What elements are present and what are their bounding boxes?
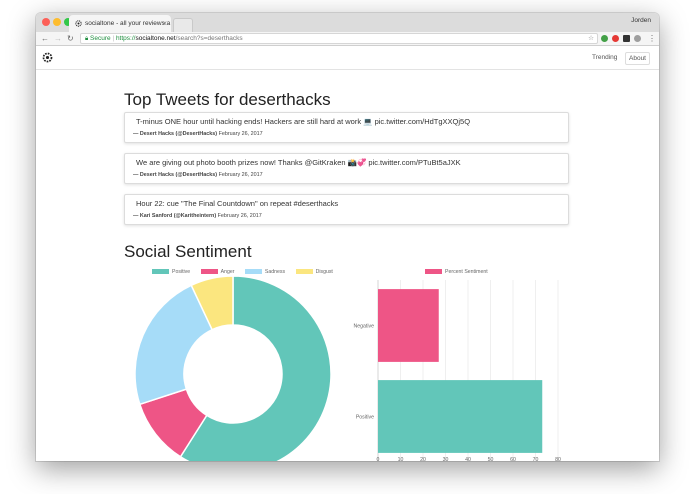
bar-positive[interactable] — [378, 380, 543, 453]
tweet-card: We are giving out photo booth prizes now… — [124, 153, 569, 184]
tweet-card: T-minus ONE hour until hacking ends! Hac… — [124, 112, 569, 143]
doughnut-slice-sadness[interactable] — [134, 284, 214, 406]
x-tick-label: 0 — [377, 457, 380, 461]
maximize-window-dot[interactable] — [64, 18, 72, 26]
bar-legend: Percent Sentiment — [425, 269, 497, 275]
tweet-author[interactable]: — Kari Sanford (@Karitheintern) — [133, 213, 217, 219]
tweet-text: T-minus ONE hour until hacking ends! Hac… — [136, 117, 471, 126]
legend-label: Anger — [220, 269, 235, 275]
x-tick-label: 70 — [533, 457, 539, 461]
x-tick-label: 20 — [420, 457, 426, 461]
tab-title: socialtone - all your reviews a — [85, 20, 171, 27]
tweet-meta: — Kari Sanford (@Karitheintern) February… — [133, 213, 262, 219]
url-path: /search?s=deserthacks — [175, 35, 243, 42]
x-tick-label: 50 — [488, 457, 494, 461]
x-tick-label: 60 — [510, 457, 516, 461]
x-tick-label: 10 — [398, 457, 404, 461]
tweet-author[interactable]: — Desert Hacks (@DesertHacks) — [133, 172, 218, 178]
browser-window: socialtone - all your reviews a × Jorden… — [36, 13, 659, 461]
doughnut-slice-positive[interactable] — [179, 275, 332, 461]
tab-strip: socialtone - all your reviews a × Jorden — [36, 13, 659, 32]
tweet-card: Hour 22: cue "The Final Countdown" on re… — [124, 194, 569, 225]
legend-item[interactable]: Disgust — [295, 269, 333, 275]
doughnut-slice-disgust[interactable] — [190, 275, 234, 331]
close-window-dot[interactable] — [42, 18, 50, 26]
forward-icon[interactable]: → — [54, 34, 62, 43]
doughnut-slice-anger[interactable] — [138, 388, 208, 458]
tweet-date[interactable]: February 26, 2017 — [218, 172, 263, 178]
tweet-author[interactable]: — Desert Hacks (@DesertHacks) — [133, 131, 218, 137]
bar-negative[interactable] — [378, 289, 439, 362]
tweet-date[interactable]: February 26, 2017 — [217, 213, 262, 219]
legend-label: Disgust — [315, 269, 333, 275]
page-content: Top Tweets for deserthacks T-minus ONE h… — [36, 70, 659, 461]
logo-icon[interactable] — [41, 51, 54, 64]
browser-menu-icon[interactable]: ⋮ — [648, 34, 656, 43]
minimize-window-dot[interactable] — [53, 18, 61, 26]
legend-swatch — [295, 269, 313, 275]
url-host: socialtone.net — [135, 35, 176, 42]
legend-item[interactable]: Sadness — [244, 269, 286, 275]
legend-swatch — [200, 269, 218, 275]
tab-close-icon[interactable]: × — [162, 19, 167, 28]
extension-grey-icon[interactable] — [634, 35, 641, 42]
site-navbar: Trending About — [36, 46, 659, 70]
x-tick-label: 40 — [465, 457, 471, 461]
address-bar[interactable]: 🔒︎ Secure | https://socialtone.net/searc… — [80, 33, 598, 44]
legend-label: Percent Sentiment — [445, 269, 488, 275]
y-tick-label: Negative — [354, 324, 375, 330]
legend-item[interactable]: Positive — [152, 269, 190, 275]
new-tab-button[interactable] — [173, 18, 193, 32]
browser-tab[interactable]: socialtone - all your reviews a × — [69, 15, 171, 32]
legend-swatch — [152, 269, 169, 275]
legend-label: Sadness — [264, 269, 286, 275]
back-icon[interactable]: ← — [41, 34, 49, 43]
x-tick-label: 80 — [555, 457, 561, 461]
url-scheme: https:// — [115, 35, 136, 42]
extension-red-icon[interactable] — [612, 35, 619, 42]
secure-label: Secure — [90, 35, 111, 42]
legend-item[interactable]: Anger — [200, 269, 235, 275]
x-tick-label: 30 — [443, 457, 449, 461]
browser-toolbar: ← → ↻ 🔒︎ Secure | https://socialtone.net… — [36, 32, 659, 46]
nav-about-link[interactable]: About — [625, 52, 650, 65]
legend-item[interactable]: Percent Sentiment — [425, 269, 488, 275]
extension-dark-icon[interactable] — [623, 35, 630, 42]
doughnut-legend: Positive Anger Sadness Disgust — [152, 269, 342, 275]
extension-green-icon[interactable] — [601, 35, 608, 42]
legend-swatch — [244, 269, 262, 275]
lock-icon: 🔒︎ — [85, 36, 89, 42]
tweet-text: We are giving out photo booth prizes now… — [136, 158, 461, 167]
favicon-icon — [75, 20, 82, 27]
legend-swatch — [425, 269, 442, 275]
reload-icon[interactable]: ↻ — [67, 34, 74, 43]
sentiment-heading: Social Sentiment — [124, 242, 252, 261]
profile-name[interactable]: Jorden — [631, 17, 651, 24]
tweet-text: Hour 22: cue "The Final Countdown" on re… — [136, 199, 339, 208]
tweet-meta: — Desert Hacks (@DesertHacks) February 2… — [133, 131, 263, 137]
tweets-heading: Top Tweets for deserthacks — [124, 90, 331, 109]
y-tick-label: Positive — [356, 415, 374, 421]
bookmark-star-icon[interactable]: ☆ — [588, 35, 594, 42]
tweet-meta: — Desert Hacks (@DesertHacks) February 2… — [133, 172, 263, 178]
nav-trending-link[interactable]: Trending — [592, 54, 618, 61]
legend-label: Positive — [172, 269, 191, 275]
tweet-date[interactable]: February 26, 2017 — [218, 131, 263, 137]
